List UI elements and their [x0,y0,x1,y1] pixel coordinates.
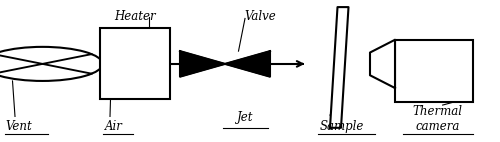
Bar [395,40,472,102]
Polygon shape [225,51,270,77]
Text: Sample: Sample [320,120,364,133]
Text: Thermal
camera: Thermal camera [412,106,463,133]
Text: Jet: Jet [237,111,254,124]
Polygon shape [330,7,348,128]
Text: Vent: Vent [5,120,32,133]
Text: Air: Air [105,120,123,133]
Polygon shape [180,51,225,77]
Polygon shape [370,40,395,88]
Bar [100,28,170,99]
Text: Valve: Valve [244,10,276,23]
Text: Heater: Heater [114,10,156,23]
Circle shape [0,47,102,81]
